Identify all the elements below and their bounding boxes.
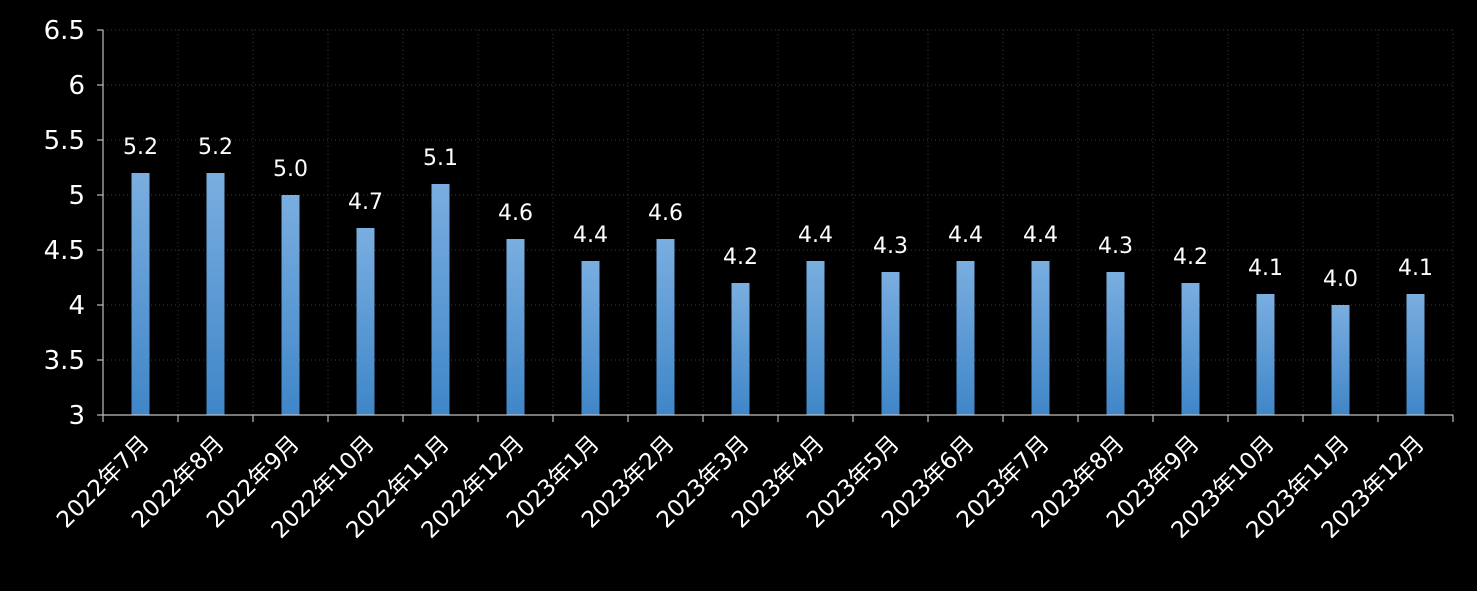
bar	[1031, 261, 1050, 415]
data-label: 4.2	[1173, 245, 1208, 270]
data-label: 5.1	[423, 146, 458, 171]
y-tick-label: 4	[68, 291, 85, 321]
bar	[1181, 283, 1200, 415]
data-label: 4.4	[573, 223, 608, 248]
bar	[506, 239, 525, 415]
bar	[881, 272, 900, 415]
bar	[131, 173, 150, 415]
bar	[956, 261, 975, 415]
y-tick-label: 4.5	[44, 236, 85, 266]
bar	[206, 173, 225, 415]
bar	[731, 283, 750, 415]
bar	[281, 195, 300, 415]
y-tick-label: 5	[68, 181, 85, 211]
data-label: 4.4	[1023, 223, 1058, 248]
bar	[1406, 294, 1425, 415]
y-tick-label: 3	[68, 401, 85, 431]
data-label: 4.6	[498, 201, 533, 226]
axes	[97, 29, 1454, 422]
data-label: 5.2	[123, 135, 158, 160]
data-label: 4.2	[723, 245, 758, 270]
bar	[656, 239, 675, 415]
bar	[356, 228, 375, 415]
y-tick-label: 6.5	[44, 16, 85, 46]
bar	[431, 184, 450, 415]
data-label: 5.2	[198, 135, 233, 160]
data-label: 4.1	[1248, 256, 1283, 281]
bar	[1256, 294, 1275, 415]
bar	[1106, 272, 1125, 415]
bar	[806, 261, 825, 415]
data-label: 4.3	[873, 234, 908, 259]
bar	[1331, 305, 1350, 415]
data-label: 5.0	[273, 157, 308, 182]
data-label: 4.3	[1098, 234, 1133, 259]
y-tick-label: 6	[68, 71, 85, 101]
data-label: 4.7	[348, 190, 383, 215]
data-label: 4.0	[1323, 267, 1358, 292]
gridlines	[103, 29, 1454, 415]
labels: 33.544.555.566.55.22022年7月5.22022年8月5.02…	[44, 16, 1433, 544]
data-label: 4.6	[648, 201, 683, 226]
bar	[581, 261, 600, 415]
data-label: 4.1	[1398, 256, 1433, 281]
y-tick-label: 3.5	[44, 346, 85, 376]
data-label: 4.4	[798, 223, 833, 248]
bars	[131, 173, 1425, 415]
y-tick-label: 5.5	[44, 126, 85, 156]
data-label: 4.4	[948, 223, 983, 248]
